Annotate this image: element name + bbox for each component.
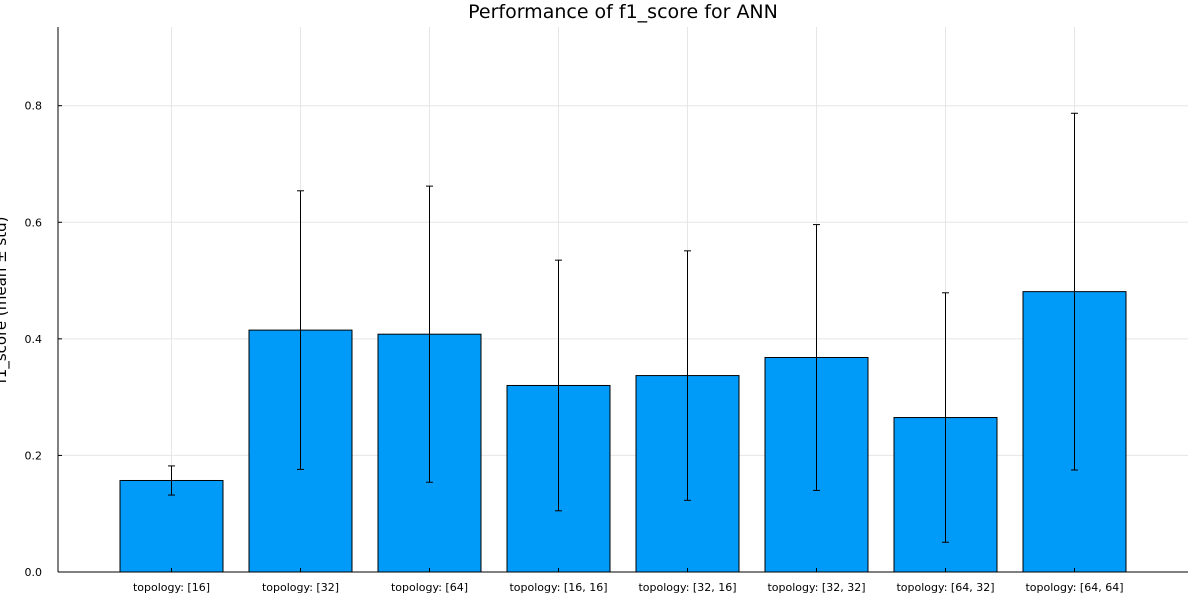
error-bar: [942, 292, 949, 543]
y-tick-label: 0.4: [25, 333, 43, 346]
x-tick-label: topology: [64, 32]: [896, 581, 994, 594]
axes: [57, 27, 1188, 573]
error-bar: [426, 185, 433, 483]
error-bar: [813, 224, 820, 491]
error-bar: [684, 250, 691, 501]
y-axis-label: f1_score (mean ± std): [0, 217, 11, 384]
y-tick-label: 0.0: [25, 566, 43, 579]
x-tick-label: topology: [16]: [133, 581, 210, 594]
y-ticks: 0.0 0.2 0.4 0.6 0.8: [25, 100, 62, 579]
x-tick-label: topology: [16, 16]: [509, 581, 607, 594]
y-tick-label: 0.8: [25, 100, 43, 113]
x-tick-label: topology: [32]: [262, 581, 339, 594]
x-tick-label: topology: [32, 16]: [638, 581, 736, 594]
x-tick-label: topology: [32, 32]: [767, 581, 865, 594]
bar: [119, 479, 224, 573]
x-tick-label: topology: [64, 64]: [1025, 581, 1123, 594]
grid: [58, 27, 1188, 573]
y-tick-label: 0.6: [25, 216, 43, 229]
chart-title: Performance of f1_score for ANN: [468, 1, 778, 23]
y-tick-label: 0.2: [25, 449, 43, 462]
error-bar: [168, 465, 175, 496]
x-tick-label: topology: [64]: [391, 581, 468, 594]
error-bar: [555, 259, 562, 512]
error-bars: [168, 112, 1078, 543]
x-ticks: topology: [16] topology: [32] topology: [6…: [133, 568, 1124, 594]
error-bar: [297, 190, 304, 470]
error-bar: [1071, 112, 1078, 471]
bars: [119, 291, 1127, 573]
